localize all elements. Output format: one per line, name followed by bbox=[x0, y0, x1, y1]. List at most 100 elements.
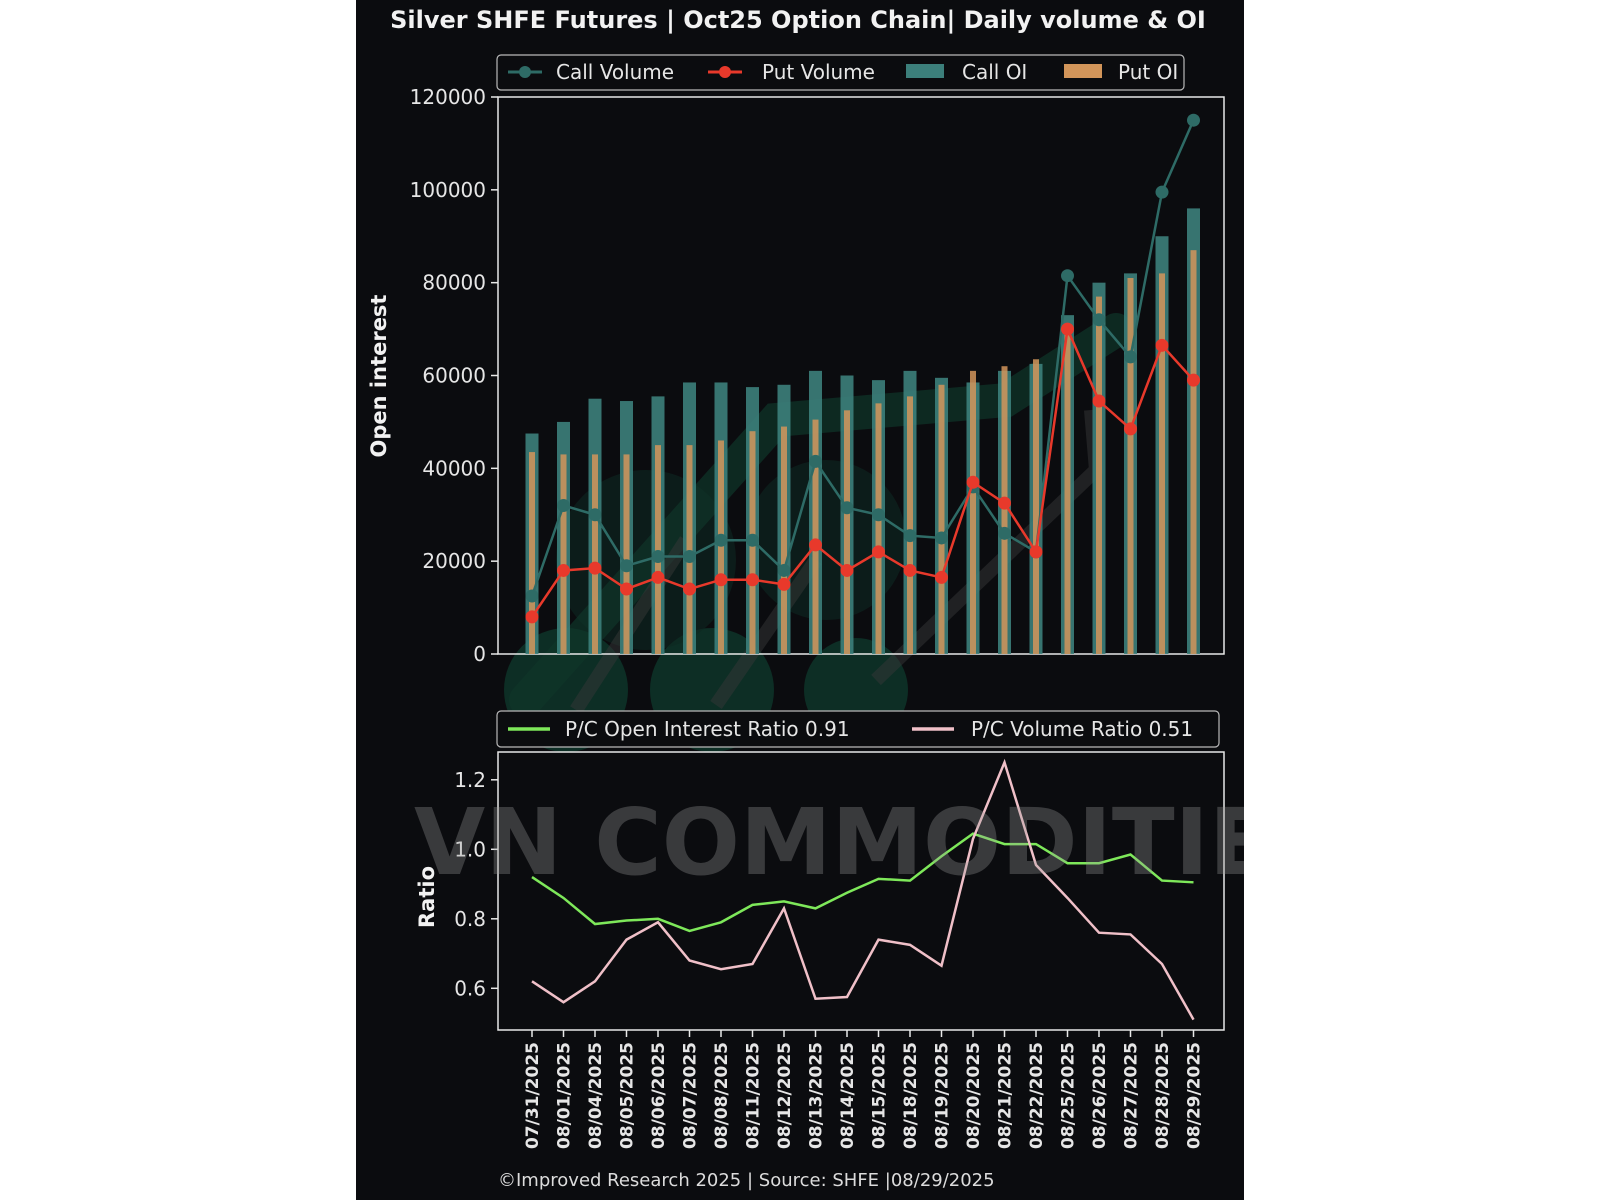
x-tick-label: 08/05/2025 bbox=[618, 1042, 638, 1149]
call-volume-point bbox=[714, 533, 728, 547]
x-tick-label: 08/25/2025 bbox=[1059, 1042, 1079, 1149]
top-y-tick-label: 80000 bbox=[422, 271, 486, 295]
put-oi-bar bbox=[560, 454, 567, 654]
put-oi-bar bbox=[655, 445, 661, 654]
put-volume-line bbox=[530, 324, 1195, 618]
put-volume-point bbox=[966, 475, 980, 489]
put-volume-point bbox=[809, 538, 822, 552]
call-volume-point bbox=[1187, 113, 1200, 127]
put-oi-bar bbox=[686, 445, 693, 654]
x-tick-label: 08/29/2025 bbox=[1185, 1042, 1205, 1149]
x-tick-label: 08/15/2025 bbox=[870, 1042, 890, 1149]
put-volume-point bbox=[746, 573, 759, 587]
legend-put-volume: Put Volume bbox=[762, 60, 875, 84]
call-volume-point bbox=[935, 531, 948, 545]
call-volume-point bbox=[998, 526, 1011, 540]
bottom-y-axis-label: Ratio bbox=[415, 866, 439, 928]
x-tick-label: 08/22/2025 bbox=[1027, 1042, 1047, 1149]
x-tick-label: 08/06/2025 bbox=[649, 1042, 669, 1149]
x-tick-label: 08/13/2025 bbox=[807, 1042, 827, 1149]
call-volume-point bbox=[525, 589, 539, 603]
put-oi-bar bbox=[1190, 250, 1197, 655]
put-oi-bar bbox=[907, 396, 913, 654]
call-volume-point bbox=[746, 533, 759, 547]
put-volume-point bbox=[588, 561, 602, 575]
put-oi-bar bbox=[970, 370, 976, 654]
top-y-tick-label: 100000 bbox=[410, 178, 486, 202]
put-volume-point bbox=[1124, 422, 1137, 436]
x-tick-label: 08/26/2025 bbox=[1090, 1042, 1110, 1149]
bottom-y-tick-label: 0.6 bbox=[454, 976, 486, 1000]
bottom-y-tick-label: 1.0 bbox=[454, 837, 486, 861]
call-volume-point bbox=[840, 501, 854, 515]
legend-pc-volume-ratio: P/C Volume Ratio 0.51 bbox=[971, 717, 1193, 741]
chart-title: Silver SHFE Futures | Oct25 Option Chain… bbox=[390, 6, 1206, 34]
put-oi-bar bbox=[1033, 359, 1039, 654]
put-volume-point bbox=[1155, 338, 1169, 352]
put-volume-point bbox=[777, 577, 791, 591]
x-tick-label: 08/21/2025 bbox=[996, 1042, 1016, 1149]
bottom-legend: P/C Open Interest Ratio 0.91 P/C Volume … bbox=[496, 710, 1220, 748]
put-oi-bar bbox=[592, 454, 598, 654]
put-volume-point bbox=[998, 496, 1011, 510]
bottom-plot-frame bbox=[497, 751, 1225, 1031]
top-y-tick-label: 20000 bbox=[422, 549, 486, 573]
call-volume-point bbox=[683, 550, 696, 564]
put-volume-point bbox=[1092, 394, 1106, 408]
chart-svg: Silver SHFE Futures | Oct25 Option Chain… bbox=[367, 6, 1244, 1191]
put-volume-point bbox=[840, 563, 854, 577]
put-volume-point bbox=[1061, 322, 1074, 336]
put-volume-point bbox=[935, 570, 948, 584]
x-tick-label: 07/31/2025 bbox=[523, 1042, 543, 1149]
bottom-x-axis: 07/31/2025 08/01/2025 08/04/2025 08/05/2025… bbox=[523, 1030, 1205, 1149]
x-tick-label: 08/07/2025 bbox=[681, 1042, 701, 1149]
watermark-text: VN COMMODITIES bbox=[414, 789, 1244, 896]
top-y-tick-label: 0 bbox=[473, 642, 486, 666]
call-volume-point bbox=[903, 529, 917, 543]
legend-put-oi: Put OI bbox=[1118, 60, 1178, 84]
call-volume-line bbox=[530, 119, 1195, 597]
put-oi-bar bbox=[938, 384, 945, 654]
top-lines bbox=[525, 113, 1200, 624]
call-volume-point bbox=[1092, 313, 1106, 327]
pc-volume-ratio-line bbox=[531, 758, 1195, 1021]
top-legend: Call Volume Put Volume Call OI Put OI bbox=[496, 54, 1185, 91]
put-oi-bar bbox=[1096, 296, 1102, 654]
pc-oi-ratio-line bbox=[531, 832, 1194, 933]
x-tick-label: 08/01/2025 bbox=[555, 1042, 575, 1149]
call-volume-point bbox=[557, 498, 570, 512]
put-volume-point bbox=[683, 582, 696, 596]
put-volume-point bbox=[525, 610, 539, 624]
x-tick-label: 08/19/2025 bbox=[933, 1042, 953, 1149]
call-volume-point bbox=[620, 559, 633, 573]
put-volume-point bbox=[903, 563, 917, 577]
bottom-y-tick-label: 1.2 bbox=[454, 768, 486, 792]
call-volume-point bbox=[1061, 269, 1074, 283]
put-volume-point bbox=[1187, 373, 1200, 387]
bottom-y-tick-label: 0.8 bbox=[454, 907, 486, 931]
x-tick-label: 08/12/2025 bbox=[775, 1042, 795, 1149]
x-tick-label: 08/11/2025 bbox=[744, 1042, 764, 1149]
legend-pc-oi-ratio: P/C Open Interest Ratio 0.91 bbox=[565, 717, 850, 741]
call-volume-point bbox=[872, 508, 885, 522]
x-tick-label: 08/27/2025 bbox=[1122, 1042, 1142, 1149]
legend-call-oi: Call OI bbox=[962, 60, 1027, 84]
put-oi-bar bbox=[844, 410, 850, 654]
put-volume-point bbox=[872, 545, 885, 559]
put-oi-bar bbox=[781, 426, 787, 654]
top-y-axis: 0 20000 40000 60000 80000 100000 120000 bbox=[410, 85, 498, 666]
put-volume-point bbox=[1029, 545, 1043, 559]
bottom-lines bbox=[531, 758, 1195, 1021]
put-volume-point bbox=[651, 570, 665, 584]
x-tick-label: 08/08/2025 bbox=[712, 1042, 732, 1149]
top-y-tick-label: 60000 bbox=[422, 364, 486, 388]
put-oi-bar bbox=[529, 452, 535, 654]
top-y-tick-label: 120000 bbox=[410, 85, 486, 109]
top-y-axis-label: Open interest bbox=[367, 295, 391, 458]
put-oi-bar bbox=[623, 454, 630, 654]
top-y-tick-label: 40000 bbox=[422, 456, 486, 480]
call-volume-point bbox=[1124, 350, 1137, 364]
put-oi-bar bbox=[1001, 366, 1008, 654]
x-tick-label: 08/18/2025 bbox=[901, 1042, 921, 1149]
call-volume-point bbox=[777, 563, 791, 577]
